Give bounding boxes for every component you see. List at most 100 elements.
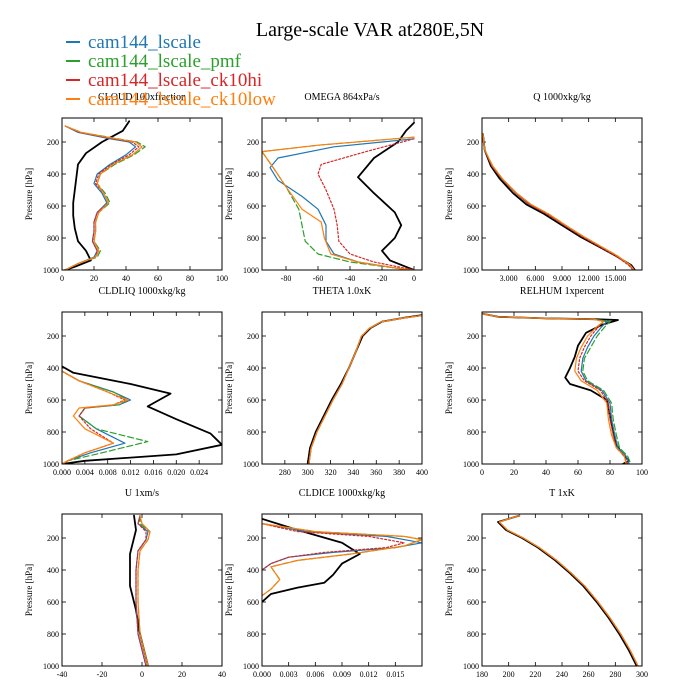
- series-line-cam144_lscale: [269, 138, 415, 270]
- series-line-cam144_lscale_pmf: [498, 514, 639, 666]
- series-line-cam144_lscale_ck10low: [482, 313, 627, 464]
- series-line-cam144_lscale_ck10hi: [64, 125, 140, 270]
- legend-label: cam144_lscale_ck10hi: [88, 70, 262, 91]
- series-line-cam144_lscale_ck10hi: [498, 514, 639, 666]
- x-tick-label: 100: [216, 274, 228, 283]
- y-tick-label: 400: [467, 566, 479, 575]
- x-tick-label: 0: [480, 468, 484, 477]
- y-tick-label: 800: [247, 630, 259, 639]
- x-tick-label: 80: [606, 468, 614, 477]
- y-axis-label: Pressure [hPa]: [24, 168, 34, 220]
- series-line-cam144_lscale_ck10hi: [262, 522, 405, 571]
- x-tick-label: 20: [178, 670, 186, 679]
- x-tick-label: 60: [574, 468, 582, 477]
- series-group: [262, 121, 415, 270]
- panel-title: CLDICE 1000xkg/kg: [299, 488, 385, 499]
- series-group: [262, 517, 422, 603]
- x-tick-label: -40: [345, 274, 356, 283]
- x-tick-label: 260: [583, 670, 595, 679]
- series-line-cam144_lscale_ck10low: [64, 125, 143, 270]
- series-line-cam144_lscale_ck10low: [308, 314, 422, 464]
- panel-4: CLDLIQ 1000xkg/kg Pressure [hPa] 200 400 600…: [24, 286, 223, 477]
- x-tick-label: 0.003: [280, 670, 298, 679]
- plot-frame: [61, 117, 223, 271]
- y-tick-label: 200: [47, 332, 59, 341]
- x-tick-label: 400: [416, 468, 428, 477]
- series-line-cam144_lscale_pmf: [64, 125, 146, 270]
- y-tick-label: 200: [47, 138, 59, 147]
- x-tick-label: 0.015: [386, 670, 404, 679]
- x-tick-label: 100: [636, 468, 648, 477]
- plot-frame: [261, 117, 423, 271]
- x-tick-label: 240: [556, 670, 568, 679]
- x-tick-label: 200: [503, 670, 515, 679]
- x-tick-label: 80: [186, 274, 194, 283]
- plot-frame: [481, 117, 643, 271]
- panel-title: T 1xK: [549, 488, 575, 499]
- x-tick-label: 0.004: [76, 468, 94, 477]
- y-axis-label: Pressure [hPa]: [24, 564, 34, 616]
- y-tick-label: 1000: [243, 662, 259, 671]
- series-line-cam144_lscale_ck10hi: [317, 138, 415, 270]
- y-tick-label: 200: [47, 534, 59, 543]
- y-tick-label: 400: [467, 364, 479, 373]
- series-line-cam144_lscale_ck10hi: [482, 133, 634, 270]
- legend-label: cam144_lscale_ck10low: [88, 89, 276, 110]
- x-tick-label: 180: [476, 670, 488, 679]
- x-tick-label: 320: [325, 468, 337, 477]
- y-tick-label: 200: [467, 332, 479, 341]
- series-line-cam144_lscale: [498, 514, 639, 666]
- series-line-cam144: [129, 514, 149, 666]
- y-axis-label: Pressure [hPa]: [24, 362, 34, 414]
- plot-frame: [481, 311, 643, 465]
- y-axis-label: Pressure [hPa]: [224, 362, 234, 414]
- series-line-cam144: [62, 365, 222, 464]
- legend: cam144_lscalecam144_lscale_pmfcam144_lsc…: [66, 32, 276, 110]
- series-group: [306, 314, 422, 464]
- plot-frame: [61, 311, 223, 465]
- x-tick-label: 40: [542, 468, 550, 477]
- y-tick-label: 200: [467, 138, 479, 147]
- y-tick-label: 400: [247, 170, 259, 179]
- panel-8: CLDICE 1000xkg/kg Pressure [hPa] 200 400 600…: [224, 488, 423, 679]
- y-tick-label: 400: [467, 170, 479, 179]
- y-tick-label: 800: [247, 428, 259, 437]
- y-tick-label: 600: [467, 598, 479, 607]
- x-tick-label: 0.008: [99, 468, 117, 477]
- x-tick-label: 0.012: [122, 468, 140, 477]
- plot-frame: [261, 311, 423, 465]
- series-group: [62, 365, 222, 464]
- y-tick-label: 800: [47, 234, 59, 243]
- x-tick-label: 340: [347, 468, 359, 477]
- x-tick-label: 20: [90, 274, 98, 283]
- y-tick-label: 1000: [243, 460, 259, 469]
- plot-frame: [481, 513, 643, 667]
- x-tick-label: 300: [302, 468, 314, 477]
- series-line-cam144_lscale_ck10low: [262, 522, 422, 597]
- x-tick-label: 280: [609, 670, 621, 679]
- y-tick-label: 600: [47, 202, 59, 211]
- x-tick-label: 0.000: [53, 468, 71, 477]
- y-tick-label: 1000: [463, 266, 479, 275]
- series-group: [129, 514, 151, 666]
- legend-label: cam144_lscale_pmf: [88, 51, 242, 72]
- x-tick-label: 0.000: [253, 670, 271, 679]
- x-tick-label: 0: [60, 274, 64, 283]
- series-line-cam144_lscale_pmf: [308, 314, 422, 464]
- plot-frame: [261, 513, 423, 667]
- y-tick-label: 800: [467, 428, 479, 437]
- x-tick-label: 220: [529, 670, 541, 679]
- panel-5: THETA 1.0xK Pressure [hPa] 200 400 600 800 100…: [224, 286, 428, 477]
- series-line-cam144_lscale_ck10hi: [308, 314, 422, 464]
- panel-title: U 1xm/s: [125, 488, 159, 499]
- y-tick-label: 800: [467, 234, 479, 243]
- x-tick-label: 380: [393, 468, 405, 477]
- panel-title: Q 1000xkg/kg: [533, 92, 591, 103]
- y-tick-label: 600: [47, 598, 59, 607]
- x-tick-label: -60: [313, 274, 324, 283]
- series-group: [64, 120, 146, 270]
